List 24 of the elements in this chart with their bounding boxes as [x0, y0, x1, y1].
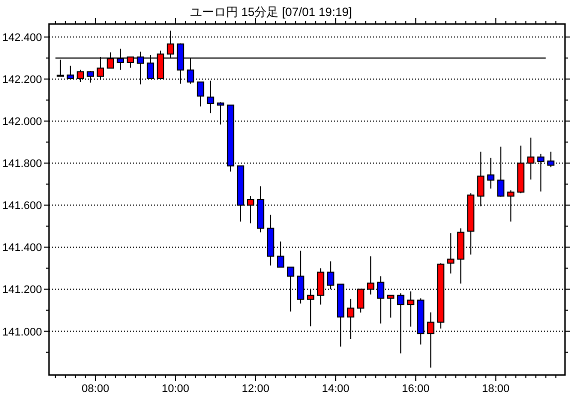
x-tick-label: 18:00 [482, 383, 510, 395]
candlestick [216, 102, 224, 125]
chart-title: ユーロ円 15分足 [07/01 19:19] [190, 5, 352, 19]
candlestick [206, 80, 214, 114]
candlestick [276, 241, 284, 268]
candlestick [246, 196, 254, 224]
candlestick [196, 82, 204, 107]
y-tick-label: 141.600 [2, 200, 42, 212]
x-tick-label: 10:00 [162, 383, 190, 395]
candlestick [387, 294, 394, 318]
y-tick-label: 142.000 [2, 116, 42, 128]
x-tick-label: 08:00 [82, 383, 110, 395]
candlestick [487, 157, 494, 190]
y-tick-label: 142.400 [2, 32, 42, 44]
y-tick-label: 141.400 [2, 242, 42, 254]
candlestick [407, 290, 414, 328]
y-tick-label: 141.000 [2, 326, 42, 338]
candlestick [397, 292, 404, 354]
x-tick-label: 14:00 [322, 383, 350, 395]
x-tick-label: 16:00 [402, 383, 430, 395]
y-tick-label: 141.200 [2, 284, 42, 296]
y-tick-label: 142.200 [2, 74, 42, 86]
y-tick-label: 141.800 [2, 158, 42, 170]
x-tick-label: 12:00 [242, 383, 270, 395]
